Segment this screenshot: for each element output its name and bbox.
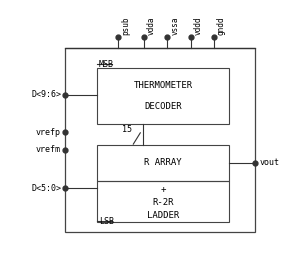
Bar: [98, 145, 228, 181]
Text: psub: psub: [121, 16, 130, 35]
Text: vddd: vddd: [193, 16, 203, 35]
Text: THERMOMETER: THERMOMETER: [133, 81, 193, 90]
Text: vout: vout: [259, 158, 279, 167]
Text: MSB: MSB: [99, 60, 114, 69]
Text: DECODER: DECODER: [144, 102, 182, 111]
Text: +: +: [160, 185, 166, 194]
Text: gndd: gndd: [217, 16, 226, 35]
Bar: [98, 181, 228, 222]
Text: R-2R: R-2R: [152, 198, 174, 207]
Text: 15: 15: [121, 125, 132, 134]
Text: LSB: LSB: [99, 217, 114, 226]
Text: R ARRAY: R ARRAY: [144, 158, 182, 167]
Text: LADDER: LADDER: [147, 211, 179, 220]
Text: D<9:6>: D<9:6>: [31, 90, 61, 99]
Text: vdda: vdda: [147, 16, 156, 35]
Text: D<5:0>: D<5:0>: [31, 184, 61, 193]
Text: vrefp: vrefp: [36, 128, 61, 136]
Bar: [98, 68, 228, 124]
Text: vssa: vssa: [170, 16, 179, 35]
Text: vrefm: vrefm: [36, 146, 61, 155]
Bar: [66, 47, 255, 232]
